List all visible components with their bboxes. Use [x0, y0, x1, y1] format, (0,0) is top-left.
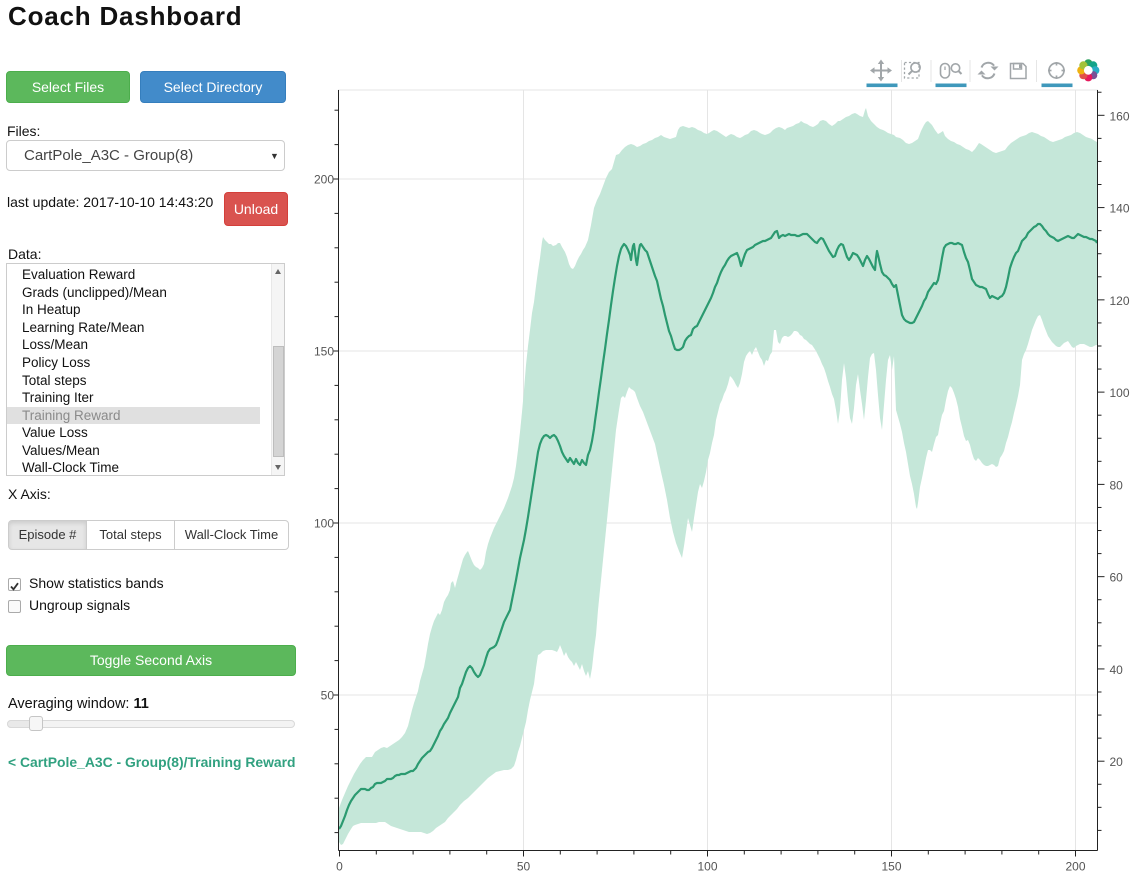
svg-text:40: 40	[1110, 663, 1124, 677]
svg-text:100: 100	[1110, 386, 1130, 400]
svg-text:0: 0	[336, 860, 343, 874]
svg-text:160: 160	[1110, 109, 1130, 123]
svg-text:100: 100	[697, 860, 717, 874]
svg-text:200: 200	[1065, 860, 1085, 874]
svg-text:120: 120	[1110, 294, 1130, 308]
svg-text:140: 140	[1110, 202, 1130, 216]
svg-text:50: 50	[321, 689, 335, 703]
svg-text:50: 50	[517, 860, 531, 874]
svg-text:150: 150	[881, 860, 901, 874]
svg-text:60: 60	[1110, 571, 1124, 585]
svg-text:80: 80	[1110, 478, 1124, 492]
svg-text:150: 150	[314, 345, 334, 359]
svg-text:100: 100	[314, 517, 334, 531]
svg-text:200: 200	[314, 173, 334, 187]
svg-text:20: 20	[1110, 755, 1124, 769]
